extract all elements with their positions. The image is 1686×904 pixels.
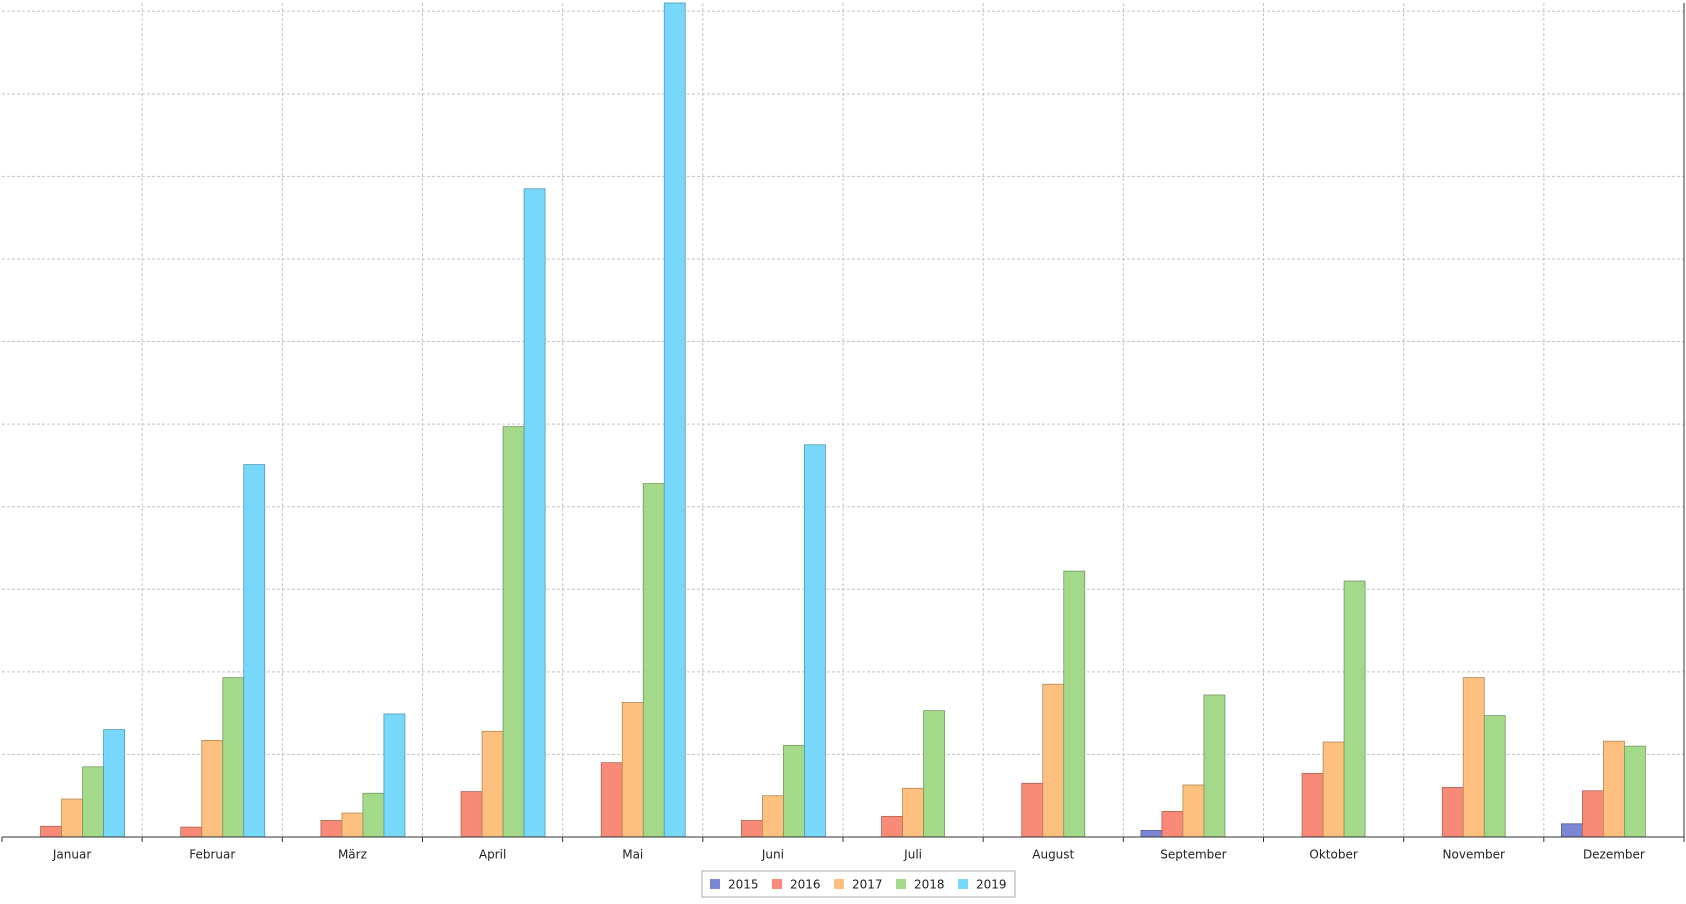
bar [1063,570,1086,838]
bar [621,702,644,838]
legend-swatch [772,879,782,889]
bar [481,730,504,838]
x-tick-label: Juni [761,848,784,862]
bar [1603,740,1625,838]
bar [1441,787,1464,838]
bar [783,744,805,838]
bar [1462,677,1485,838]
bar [1182,784,1205,838]
legend-swatch [896,879,906,889]
legend-swatch [710,879,720,889]
bar [222,677,245,838]
bar [1021,782,1044,838]
bar [804,444,826,838]
bar [1203,694,1226,838]
bar [642,483,665,838]
x-tick-label: September [1160,848,1226,862]
bar [663,2,686,838]
bar [201,739,224,838]
bar [923,710,945,838]
bar [762,795,784,838]
bar [82,766,104,838]
bar [61,798,83,838]
x-tick-label: Dezember [1583,848,1645,862]
bar [1561,823,1583,838]
bar [1301,773,1324,838]
bar [1624,745,1646,838]
legend-label: 2019 [976,878,1007,892]
x-tick-label: Oktober [1309,848,1357,862]
bar [320,820,343,838]
bar [1161,811,1184,838]
x-tick-label: November [1443,848,1505,862]
bar [600,762,623,838]
x-tick-label: Februar [189,848,235,862]
x-tick-label: Januar [52,848,91,862]
bar [362,792,385,838]
bar [1343,580,1366,838]
bar [103,729,125,838]
x-tick-label: Juli [903,848,922,862]
bar [1042,683,1065,838]
bar [502,426,525,838]
legend-label: 2015 [728,878,759,892]
bar [523,188,546,838]
bar [1483,715,1506,838]
x-tick-label: Mai [622,848,643,862]
bar [383,713,406,838]
legend-label: 2016 [790,878,821,892]
x-tick-label: April [479,848,506,862]
legend-swatch [958,879,968,889]
x-tick-label: März [338,848,367,862]
legend-label: 2018 [914,878,945,892]
bar [243,464,266,838]
bar [1582,790,1604,838]
legend-label: 2017 [852,878,883,892]
bar [902,787,924,838]
bar [460,791,483,838]
bar [1140,829,1163,838]
x-tick-label: August [1032,848,1074,862]
bar [741,820,763,838]
legend-swatch [834,879,844,889]
bar [1322,741,1345,838]
bar [180,826,203,838]
bar [881,815,903,838]
bar [40,825,62,838]
bar [341,812,364,838]
